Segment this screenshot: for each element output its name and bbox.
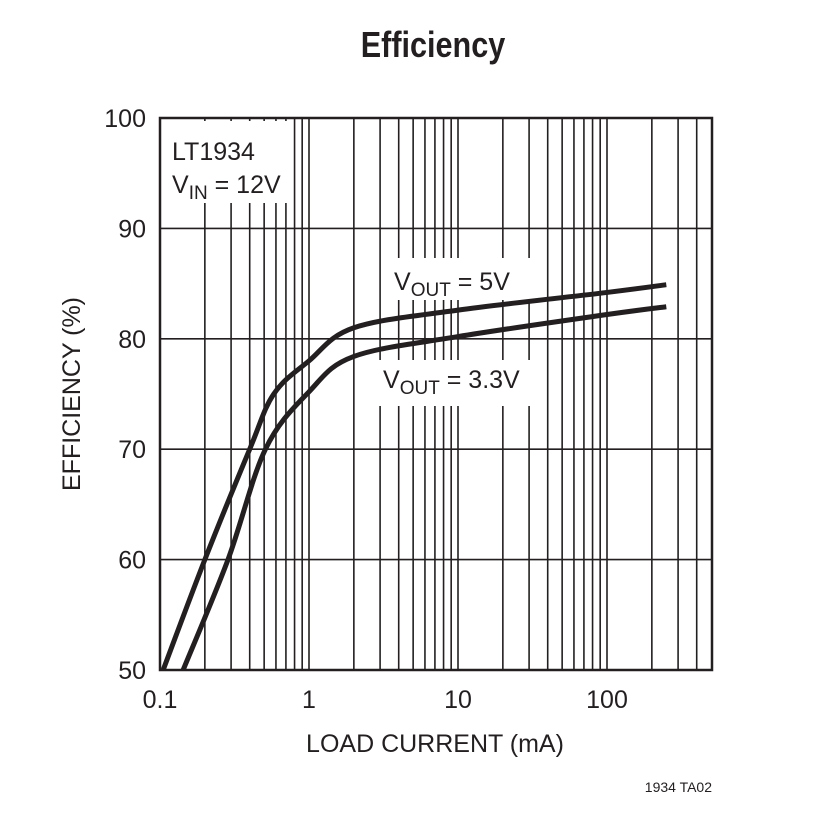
- x-tick-label: 0.1: [143, 686, 178, 714]
- annotation-vin: VIN = 12V: [172, 171, 281, 204]
- x-tick-label: 10: [444, 686, 472, 714]
- y-tick-label: 100: [104, 105, 146, 133]
- chart-title: Efficiency: [361, 26, 506, 66]
- annotation-box: [163, 121, 290, 203]
- series-label-3v3-main: V: [383, 366, 400, 394]
- x-tick-label: 1: [302, 686, 316, 714]
- tick-labels: 0.1 1 10 100 50 60 70 80 90 100: [104, 105, 628, 714]
- series-label-5v-main: V: [394, 268, 411, 296]
- y-tick-label: 80: [118, 326, 146, 354]
- series-line-1: [180, 304, 667, 671]
- series-label-3v3-rest: = 3.3V: [440, 366, 520, 394]
- annotation-backgrounds: [163, 121, 534, 406]
- annotation-vin-sub: IN: [189, 183, 208, 204]
- x-axis-label: LOAD CURRENT (mA): [306, 730, 564, 758]
- series-label-3v3: VOUT = 3.3V: [383, 366, 520, 399]
- annotation-vin-rest: = 12V: [208, 171, 281, 199]
- y-tick-label: 70: [118, 436, 146, 464]
- x-tick-label: 100: [586, 686, 628, 714]
- y-axis-label: EFFICIENCY (%): [58, 297, 86, 491]
- y-tick-label: 90: [118, 215, 146, 243]
- series-label-5v-rest: = 5V: [451, 268, 510, 296]
- series-line-0: [160, 282, 667, 671]
- y-tick-label: 60: [118, 547, 146, 575]
- annotation-part: LT1934: [172, 138, 255, 166]
- plot-frame: [158, 116, 714, 672]
- series-label-5v-sub: OUT: [411, 280, 452, 301]
- figure-code: 1934 TA02: [645, 779, 712, 795]
- annotation-vin-main: V: [172, 171, 189, 199]
- series-label-5v: VOUT = 5V: [394, 268, 510, 301]
- series-label-3v3-sub: OUT: [400, 378, 441, 399]
- y-tick-label: 50: [118, 657, 146, 685]
- label-box-3v3: [376, 360, 534, 406]
- label-box-5v: [388, 258, 530, 300]
